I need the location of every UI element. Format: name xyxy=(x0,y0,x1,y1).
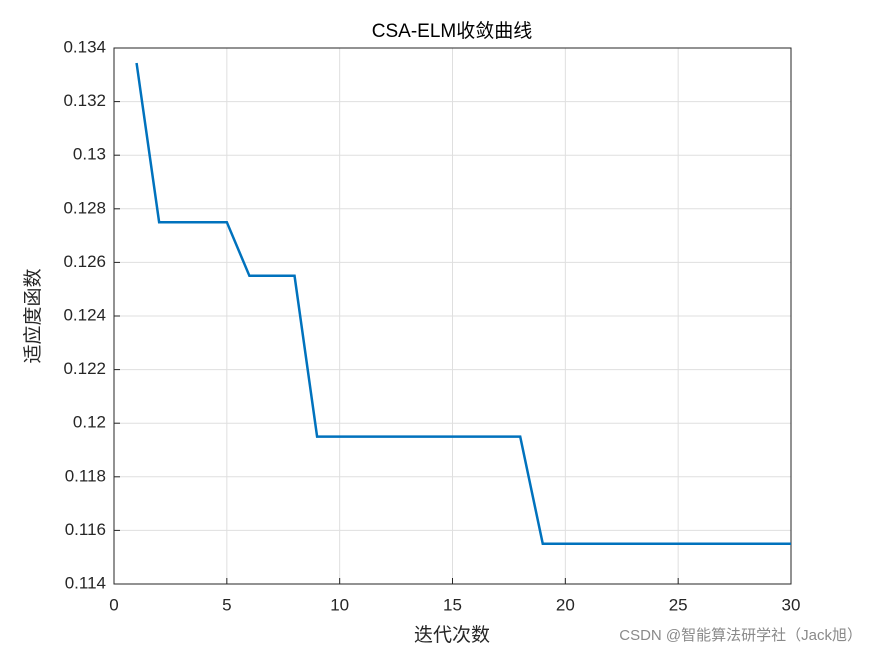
y-tick-label: 0.13 xyxy=(73,145,106,164)
y-tick-label: 0.114 xyxy=(65,573,106,592)
axes-box xyxy=(113,47,792,585)
y-axis-label: 适应度函数 xyxy=(22,268,44,363)
watermark: CSDN @智能算法研学社（Jack旭） xyxy=(619,626,862,644)
y-tick-label: 0.132 xyxy=(63,91,106,110)
y-tick-label: 0.122 xyxy=(63,359,106,378)
x-tick-label: 30 xyxy=(782,595,801,614)
y-tick-label: 0.126 xyxy=(63,252,106,271)
y-tick-label: 0.12 xyxy=(73,413,106,432)
data-line xyxy=(135,62,791,546)
y-tick-label: 0.124 xyxy=(63,305,106,324)
x-tick-label: 20 xyxy=(556,595,575,614)
y-tick-label: 0.134 xyxy=(63,37,106,56)
x-axis-label: 迭代次数 xyxy=(414,624,490,646)
x-tick-label: 15 xyxy=(443,595,462,614)
x-tick-label: 0 xyxy=(109,595,118,614)
y-tick-label: 0.118 xyxy=(65,466,106,485)
y-tick-label: 0.128 xyxy=(63,198,106,217)
y-tick-label: 0.116 xyxy=(65,520,106,539)
chart-title: CSA-ELM收敛曲线 xyxy=(372,20,532,42)
x-tick-label: 25 xyxy=(669,595,688,614)
x-tick-label: 5 xyxy=(222,595,231,614)
x-tick-label: 10 xyxy=(330,595,349,614)
